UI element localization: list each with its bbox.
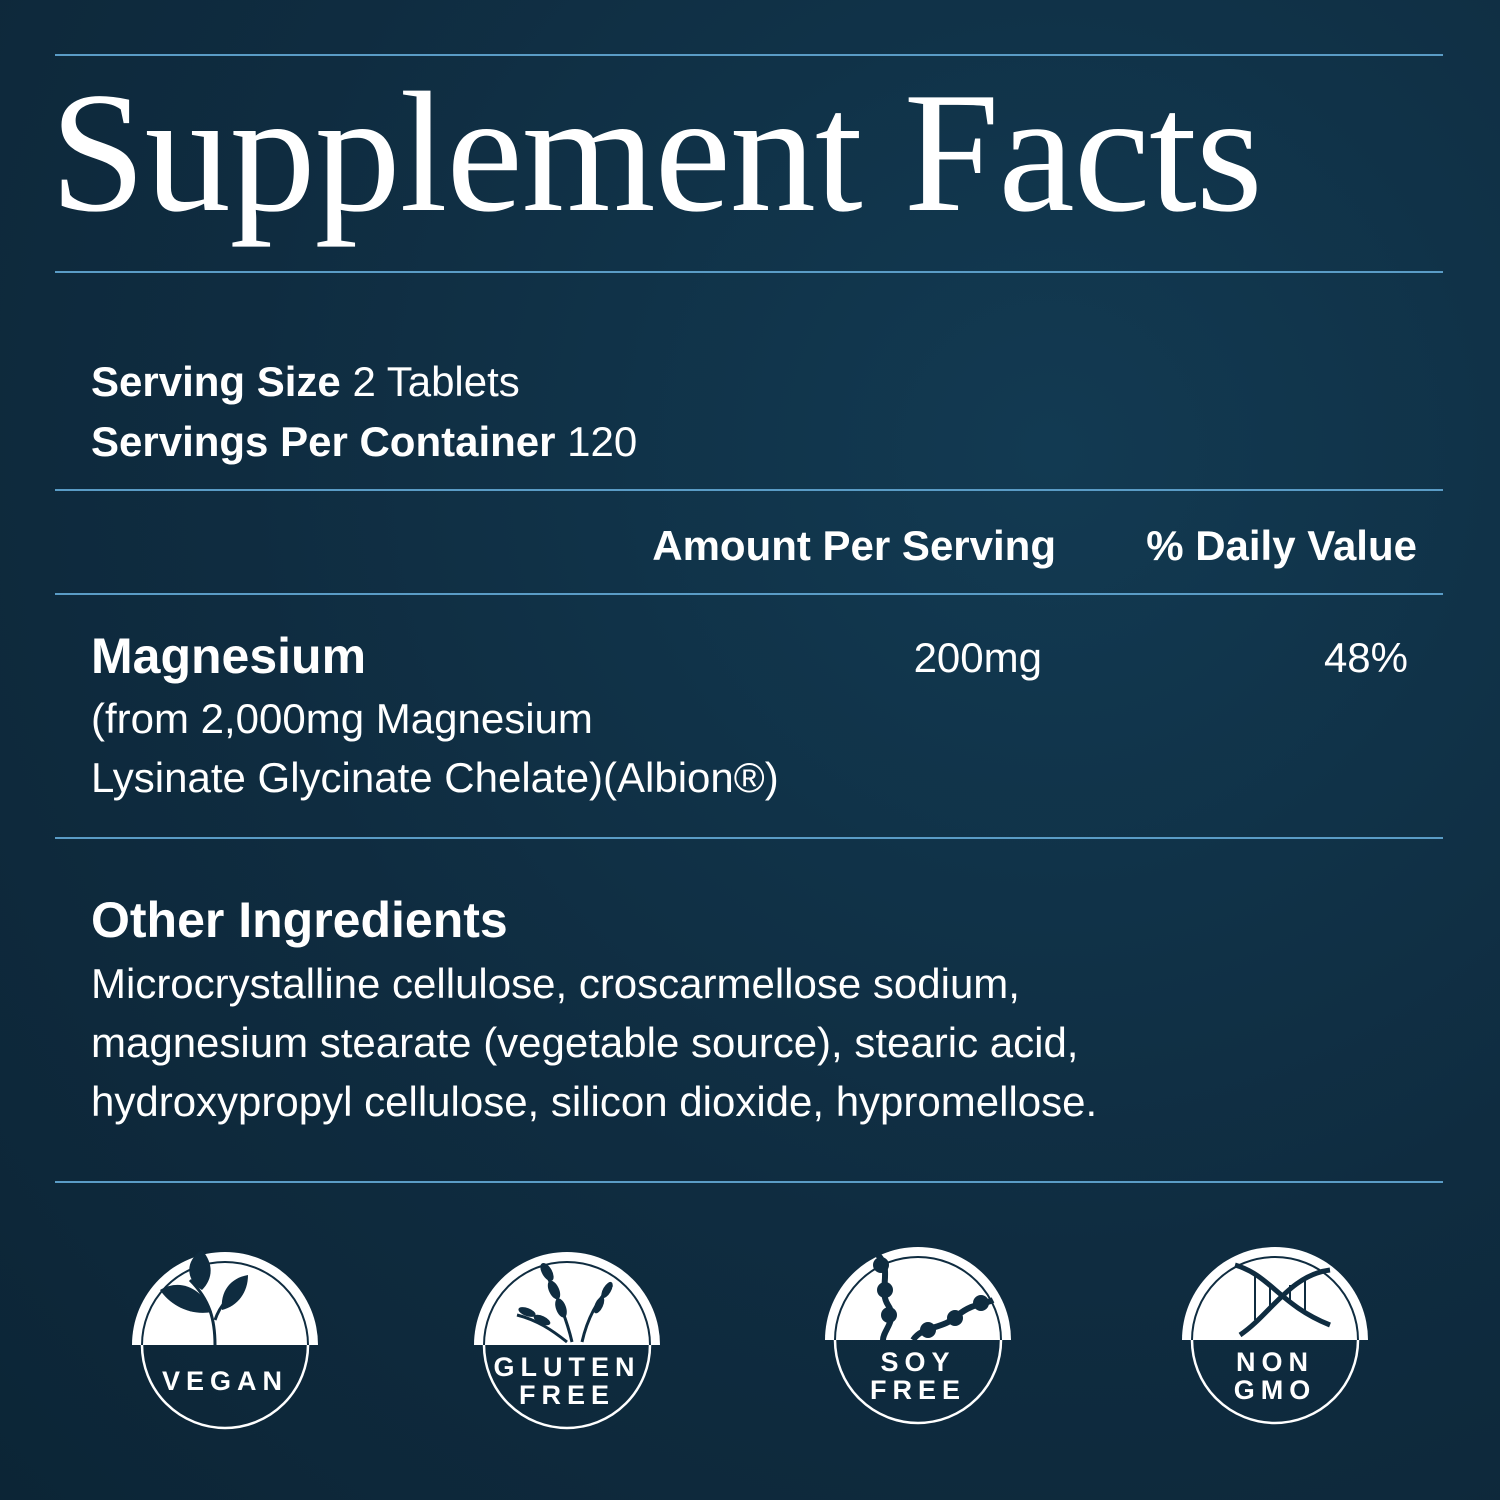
divider (55, 489, 1443, 491)
divider (55, 271, 1443, 273)
servings-per-container: Servings Per Container 120 (91, 412, 637, 472)
serving-size-label: Serving Size (91, 358, 341, 405)
non-gmo-badge: NON GMO (1180, 1245, 1370, 1435)
serving-size: Serving Size 2 Tablets (91, 352, 520, 412)
daily-value-header: % Daily Value (1146, 522, 1417, 569)
nutrient-name: Magnesium (91, 628, 367, 684)
other-ingredients-heading: Other Ingredients (91, 892, 508, 948)
divider (55, 54, 1443, 56)
soy-free-badge: SOY FREE (823, 1245, 1013, 1435)
divider (55, 593, 1443, 595)
badge-label: GLUTEN (493, 1352, 641, 1382)
servings-per-container-value: 120 (567, 418, 638, 465)
badge-label: GMO (1233, 1375, 1317, 1405)
badge-label: SOY (880, 1347, 956, 1377)
servings-per-container-label: Servings Per Container (91, 418, 556, 465)
other-ingredients-line: Microcrystalline cellulose, croscarmello… (91, 960, 1020, 1007)
divider (55, 837, 1443, 839)
badge-label: FREE (518, 1380, 615, 1410)
amount-header: Amount Per Serving (652, 522, 1056, 569)
dna-icon (1182, 1247, 1368, 1425)
page-title: Supplement Facts (50, 58, 1263, 248)
nutrient-detail: Lysinate Glycinate Chelate)(Albion®) (91, 754, 779, 801)
soybean-icon (825, 1247, 1011, 1425)
badge-label: NON (1236, 1347, 1314, 1377)
nutrient-daily-value: 48% (1323, 634, 1408, 681)
leaf-icon (132, 1250, 318, 1430)
serving-size-value: 2 Tablets (352, 358, 520, 405)
wheat-icon (474, 1252, 660, 1430)
gluten-free-badge: GLUTEN FREE (472, 1250, 662, 1440)
nutrient-amount: 200mg (913, 634, 1042, 681)
vegan-badge: VEGAN (130, 1250, 320, 1440)
divider (55, 1181, 1443, 1183)
nutrient-detail: (from 2,000mg Magnesium (91, 695, 593, 742)
badge-label: VEGAN (161, 1366, 289, 1396)
badge-label: FREE (869, 1375, 966, 1405)
other-ingredients-line: hydroxypropyl cellulose, silicon dioxide… (91, 1078, 1098, 1125)
other-ingredients-line: magnesium stearate (vegetable source), s… (91, 1019, 1079, 1066)
